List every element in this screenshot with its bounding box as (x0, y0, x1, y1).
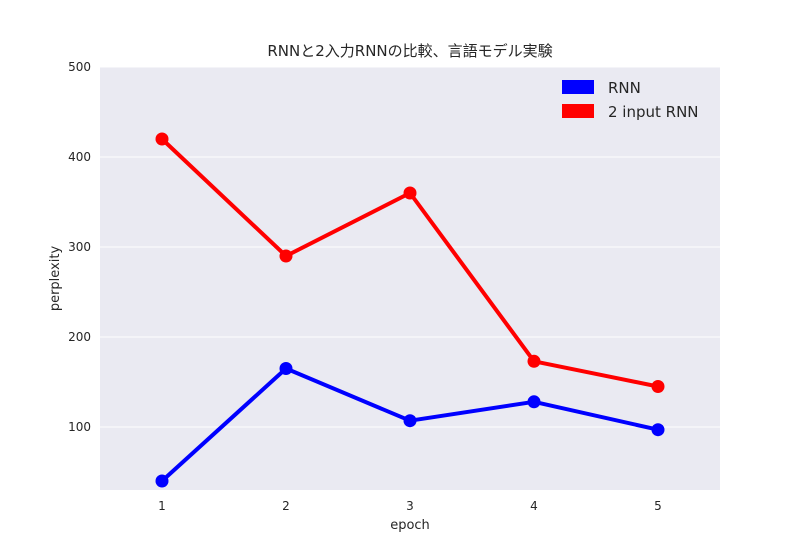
data-point (279, 362, 293, 375)
series-0 (155, 362, 665, 488)
data-point (403, 186, 417, 200)
data-point (279, 249, 293, 263)
legend-label: 2 input RNN (608, 103, 699, 121)
x-axis: 1 2 3 4 5 (158, 499, 662, 513)
legend-label: RNN (608, 79, 641, 97)
y-tick-label: 200 (68, 330, 91, 344)
y-tick-label: 500 (68, 60, 91, 74)
data-point (651, 380, 665, 393)
x-tick-label: 4 (530, 499, 538, 513)
legend: RNN 2 input RNN (562, 79, 699, 121)
y-axis: 100 200 300 400 500 (68, 60, 91, 434)
data-point (527, 354, 541, 368)
y-tick-label: 100 (68, 420, 91, 434)
legend-swatch (562, 104, 594, 118)
x-tick-label: 1 (158, 499, 166, 513)
data-point (527, 395, 541, 409)
series-layer (155, 132, 665, 488)
x-tick-label: 3 (406, 499, 414, 513)
grid (100, 66, 720, 428)
data-point (651, 423, 665, 437)
y-axis-label: perplexity (48, 246, 63, 312)
x-tick-label: 2 (282, 499, 290, 513)
legend-swatch (562, 80, 594, 94)
data-point (403, 414, 417, 428)
x-tick-label: 5 (654, 499, 662, 513)
series-1 (155, 132, 665, 393)
chart-title: RNNと2入力RNNの比較、言語モデル実験 (267, 42, 552, 60)
y-tick-label: 300 (68, 240, 91, 254)
data-point (155, 132, 169, 146)
x-axis-label: epoch (390, 518, 430, 533)
data-point (155, 474, 169, 488)
y-tick-label: 400 (68, 150, 91, 164)
